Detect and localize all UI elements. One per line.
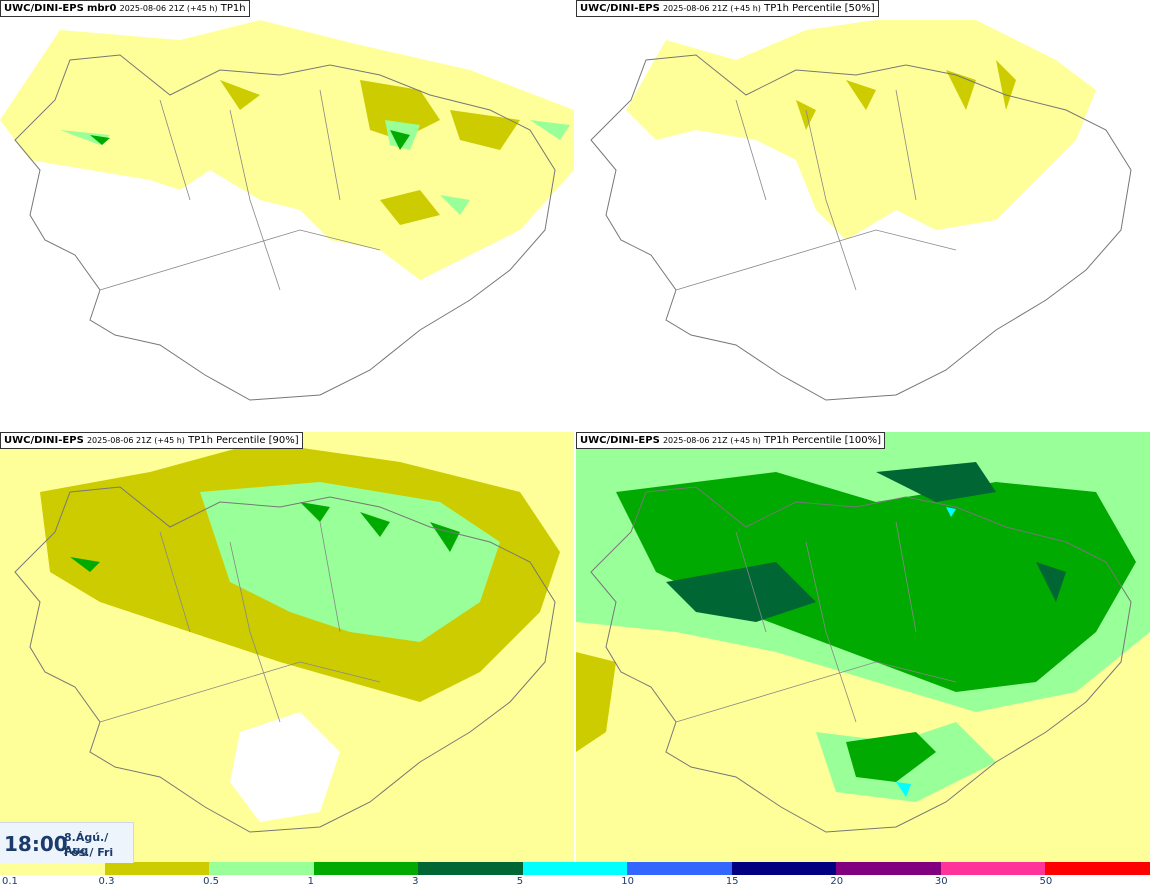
- precip-map: [590, 20, 1132, 401]
- legend-colorbar: [0, 862, 1150, 875]
- precip-field: [626, 20, 1096, 240]
- valid-time: 18:00: [4, 832, 68, 856]
- panel-title: UWC/DINI-EPS 2025-08-06 21Z (+45 h) TP1h…: [576, 0, 879, 17]
- legend-tick-label: 0.1: [2, 876, 18, 887]
- road-lines: [675, 89, 957, 291]
- legend-swatch: [313, 862, 419, 875]
- precip-field: [0, 432, 574, 862]
- legend-tick-label: 5: [516, 876, 524, 887]
- legend-tick-label: 0.5: [203, 876, 219, 887]
- legend-tick-label: 0.3: [98, 876, 115, 887]
- panel-title: UWC/DINI-EPS mbr0 2025-08-06 21Z (+45 h)…: [0, 0, 250, 17]
- precip-map: [0, 20, 574, 401]
- map-panel-p100: UWC/DINI-EPS 2025-08-06 21Z (+45 h) TP1h…: [576, 432, 1150, 862]
- legend-tick-label: 30: [934, 876, 948, 887]
- legend-swatch: [104, 862, 210, 875]
- road-lines: [99, 521, 381, 723]
- legend-swatch: [940, 862, 1046, 875]
- legend-swatch: [209, 862, 314, 875]
- legend-tick-label: 1: [307, 876, 314, 887]
- legend-swatch: [522, 862, 628, 875]
- panel-title: UWC/DINI-EPS 2025-08-06 21Z (+45 h) TP1h…: [576, 432, 886, 449]
- legend-swatch: [627, 862, 732, 875]
- precip-map: [0, 432, 574, 862]
- road-lines: [99, 89, 381, 291]
- legend-tick-label: 15: [725, 876, 739, 887]
- map-panel-mbr0: UWC/DINI-EPS mbr0 2025-08-06 21Z (+45 h)…: [0, 0, 574, 430]
- legend-tick-label: 3: [412, 876, 419, 887]
- map-panel-p90: UWC/DINI-EPS 2025-08-06 21Z (+45 h) TP1h…: [0, 432, 574, 862]
- valid-date: 8.Ágú./ Aug: [64, 831, 109, 857]
- panel-title: UWC/DINI-EPS 2025-08-06 21Z (+45 h) TP1h…: [0, 432, 303, 449]
- precip-map: [576, 432, 1150, 862]
- legend-tick-label: 50: [1039, 876, 1053, 887]
- legend-tick-label: 20: [830, 876, 844, 887]
- legend-swatch: [1045, 862, 1150, 875]
- valid-weekday: Fös./ Fri: [64, 846, 114, 859]
- legend-swatch: [836, 862, 941, 875]
- map-panel-p50: UWC/DINI-EPS 2025-08-06 21Z (+45 h) TP1h…: [576, 0, 1150, 430]
- precip-field: [576, 432, 1150, 862]
- legend-ticks: 0.1 0.3 0.5 1 3 5 10 15 20 30 50: [0, 875, 1150, 891]
- precip-field: [0, 20, 574, 280]
- legend-swatch: [0, 862, 105, 875]
- legend-swatch: [418, 862, 523, 875]
- legend-tick-label: 10: [621, 876, 634, 887]
- road-lines: [675, 521, 957, 723]
- valid-time-box: 18:00 8.Ágú./ Aug Fös./ Fri: [0, 822, 134, 863]
- legend-swatch: [731, 862, 837, 875]
